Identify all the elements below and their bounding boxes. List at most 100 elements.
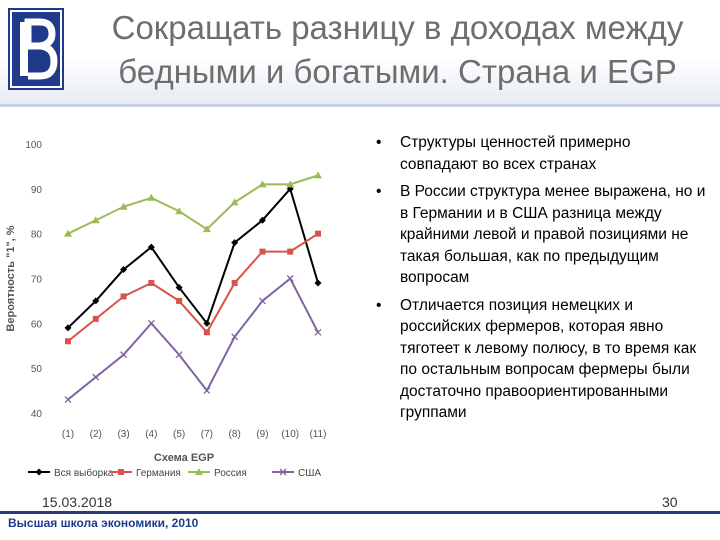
data-point xyxy=(314,279,322,287)
series-line xyxy=(67,232,319,343)
data-point xyxy=(176,297,183,304)
data-point xyxy=(287,248,294,255)
bullet-item: • Отличается позиция немецких и российски… xyxy=(370,295,710,424)
data-point xyxy=(119,202,128,210)
bullet-dot: • xyxy=(376,183,382,200)
header-band xyxy=(0,0,720,104)
y-tick-label: 100 xyxy=(25,140,42,151)
title-line-1: Сокращать разницу в доходах между xyxy=(111,9,684,46)
data-point xyxy=(65,338,71,345)
bullet-dot: • xyxy=(376,296,382,314)
bullet-item: • Структуры ценностей примерно совпадают … xyxy=(370,132,710,175)
data-point xyxy=(175,207,184,215)
x-tick-label: (8) xyxy=(229,429,241,440)
data-point xyxy=(231,279,238,286)
data-point xyxy=(203,387,211,395)
bullet-text: Отличается позиция немецких и российских… xyxy=(400,296,697,422)
series-line xyxy=(67,186,319,329)
bullet-item: • В России структура менее выражена, но и… xyxy=(370,181,710,289)
legend-marker xyxy=(279,468,287,476)
x-tick-label: (5) xyxy=(173,429,185,440)
data-point xyxy=(148,279,155,286)
x-axis-label: Схема EGP xyxy=(154,452,214,464)
slide-title: Сокращать разницу в доходах между бедным… xyxy=(80,6,715,94)
legend-marker xyxy=(195,468,203,475)
y-tick-label: 50 xyxy=(31,364,43,375)
y-tick-label: 90 xyxy=(31,185,43,196)
data-point xyxy=(258,216,266,224)
series-line xyxy=(67,174,319,235)
data-point xyxy=(259,248,266,255)
series-line xyxy=(67,276,319,401)
data-point xyxy=(175,351,183,359)
data-point xyxy=(286,180,295,188)
legend-label: Германия xyxy=(136,468,181,479)
y-axis-label: Вероятность "1", % xyxy=(5,225,17,331)
hse-logo xyxy=(8,8,64,90)
data-point xyxy=(202,225,211,233)
y-tick-label: 70 xyxy=(31,275,43,286)
x-tick-label: (10) xyxy=(281,429,299,440)
x-tick-label: (1) xyxy=(62,429,74,440)
data-point xyxy=(64,324,72,332)
data-point xyxy=(175,283,183,291)
data-point xyxy=(92,315,99,322)
series-2 xyxy=(65,230,321,345)
data-point xyxy=(120,266,128,274)
data-point xyxy=(147,243,155,251)
data-point xyxy=(203,319,211,327)
y-tick-labels: 40 50 60 70 80 90 100 xyxy=(25,140,42,420)
bullet-dot: • xyxy=(376,134,382,151)
legend: Вся выборка Германия Россия США xyxy=(28,467,321,479)
data-point xyxy=(315,230,321,237)
y-tick-label: 40 xyxy=(31,409,43,420)
y-tick-label: 80 xyxy=(31,230,43,241)
footer-divider xyxy=(0,511,720,514)
series-group xyxy=(64,171,322,404)
data-point xyxy=(91,216,100,224)
series-4 xyxy=(64,275,322,404)
x-tick-label: (7) xyxy=(201,429,213,440)
data-point xyxy=(230,198,239,206)
line-chart: Вероятность "1", % Схема EGP 40 50 60 70 80 9… xyxy=(5,140,327,479)
bullet-list: • Структуры ценностей примерно совпадают … xyxy=(370,132,710,430)
series-1 xyxy=(64,185,322,332)
x-tick-labels: (1) (2) (3) (4) (5) (7) (8) (9) (10) (11) xyxy=(62,429,327,440)
data-point xyxy=(92,373,100,381)
legend-item: США xyxy=(272,468,321,479)
footer-text: Высшая школа экономики, 2010 xyxy=(8,516,199,530)
legend-item: Россия xyxy=(188,468,247,479)
data-point xyxy=(203,329,210,336)
title-line-2: бедными и богатыми. Страна и EGP xyxy=(118,53,677,90)
legend-label: США xyxy=(298,468,321,479)
data-point xyxy=(147,319,155,327)
data-point xyxy=(147,193,156,201)
data-point xyxy=(64,229,72,237)
data-point xyxy=(314,328,322,336)
data-point xyxy=(92,297,100,305)
data-point xyxy=(120,351,128,359)
page-number: 30 xyxy=(662,494,678,510)
x-tick-label: (9) xyxy=(256,429,268,440)
header-divider xyxy=(0,104,720,107)
legend-label: Вся выборка xyxy=(54,467,114,479)
series-3 xyxy=(64,171,322,237)
data-point xyxy=(231,333,239,341)
legend-item: Германия xyxy=(110,468,181,479)
y-tick-label: 60 xyxy=(31,319,43,330)
legend-item: Вся выборка xyxy=(28,467,114,479)
legend-label: Россия xyxy=(214,468,247,479)
legend-marker xyxy=(35,468,43,476)
x-tick-label: (3) xyxy=(117,429,129,440)
bullet-text: Структуры ценностей примерно совпадают в… xyxy=(400,134,631,173)
data-point xyxy=(231,239,239,247)
x-tick-label: (2) xyxy=(90,429,102,440)
legend-marker xyxy=(118,469,124,475)
data-point xyxy=(258,297,266,305)
x-tick-label: (11) xyxy=(309,429,326,440)
data-point xyxy=(258,180,267,188)
data-point xyxy=(314,171,322,179)
data-point xyxy=(120,293,127,300)
data-point xyxy=(64,396,72,404)
bullet-text: В России структура менее выражена, но и … xyxy=(400,183,706,286)
